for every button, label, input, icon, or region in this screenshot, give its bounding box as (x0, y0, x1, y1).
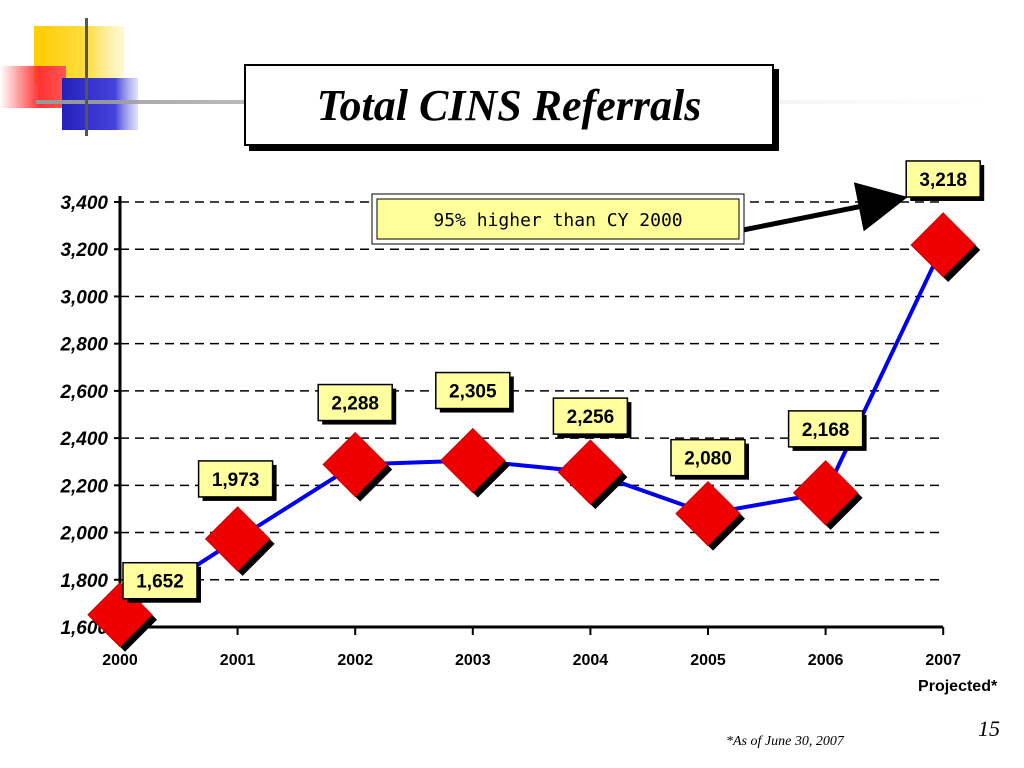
data-label-text: 1,973 (212, 470, 260, 491)
data-label: 2,288 (317, 383, 397, 425)
y-tick-label: 3,000 (60, 287, 108, 308)
y-tick-label: 3,200 (60, 240, 108, 261)
marker (792, 460, 859, 526)
marker (557, 439, 624, 505)
deco-vertical-line (85, 18, 88, 136)
x-tick-label: 2007 (925, 652, 961, 669)
x-tick-label: 2002 (337, 652, 373, 669)
data-label: 1,652 (122, 561, 201, 603)
data-label-text: 3,218 (919, 170, 967, 191)
data-point-marker (440, 427, 510, 498)
annotation-arrow (742, 182, 908, 233)
data-label: 2,080 (670, 438, 749, 480)
y-tick-label: 2,000 (59, 524, 108, 545)
data-label: 2,256 (552, 397, 632, 439)
marker (204, 506, 271, 572)
page-number: 15 (978, 716, 1000, 741)
marker (322, 431, 388, 498)
x-tick-sublabel: Projected* (918, 678, 998, 695)
marker (440, 427, 506, 494)
y-tick-label: 1,800 (60, 571, 108, 592)
annotation-text: 95% higher than CY 2000 (433, 210, 682, 231)
data-label-text: 2,168 (802, 420, 850, 441)
data-label-text: 1,652 (136, 572, 184, 593)
data-point-marker (204, 506, 275, 576)
y-tick-label: 3,400 (60, 193, 108, 214)
data-point-marker (792, 460, 863, 530)
y-tick-label: 2,600 (59, 382, 108, 403)
series-markers (87, 212, 981, 652)
data-label-box (317, 383, 393, 422)
title-box: Total CINS Referrals (244, 64, 774, 146)
x-tick-label: 2005 (690, 652, 726, 669)
x-tick-label: 2001 (220, 652, 256, 669)
marker (910, 212, 976, 278)
x-tick-label: 2000 (102, 652, 138, 669)
data-label-box (905, 160, 981, 198)
y-tick-label: 2,200 (59, 476, 108, 497)
data-label: 1,973 (197, 460, 277, 501)
y-axis-tick-labels: 1,6001,8002,0002,2002,4002,6002,8003,000… (59, 193, 108, 639)
data-label-text: 2,288 (331, 394, 379, 415)
data-label: 3,218 (905, 160, 985, 201)
axes (114, 196, 945, 635)
data-labels: 1,652 1,973 2,288 2,305 2,256 2,080 2,168 3,218 (122, 160, 985, 603)
data-label-box (670, 438, 746, 477)
x-axis-tick-labels: 2000 2001 2002 2003 2004 2005 2006 2007 Projecte… (102, 652, 998, 695)
y-tick-label: 2,800 (59, 335, 108, 356)
data-point-marker (910, 212, 981, 282)
data-label-box (197, 460, 274, 498)
x-tick-label: 2003 (455, 652, 491, 669)
annotation: 95% higher than CY 2000 (371, 182, 908, 245)
y-tick-label: 2,400 (59, 429, 108, 450)
data-point-marker (557, 439, 628, 510)
data-point-marker (675, 480, 745, 551)
marker (675, 480, 741, 547)
x-tick-label: 2006 (808, 652, 844, 669)
data-label-text: 2,305 (449, 382, 497, 403)
chart-title: Total CINS Referrals (316, 80, 702, 130)
data-label: 2,168 (787, 410, 867, 451)
x-tick-label: 2004 (573, 652, 609, 669)
annotation-box (376, 198, 740, 240)
data-label-box (122, 561, 198, 600)
data-label-box (552, 397, 629, 435)
data-label-text: 2,080 (684, 449, 732, 470)
data-label-box (435, 371, 511, 410)
data-point-marker (322, 431, 393, 502)
data-label-box (787, 410, 864, 448)
data-label-text: 2,256 (567, 407, 615, 428)
footnote: *As of June 30, 2007 (726, 734, 844, 749)
data-label: 2,305 (435, 371, 514, 413)
